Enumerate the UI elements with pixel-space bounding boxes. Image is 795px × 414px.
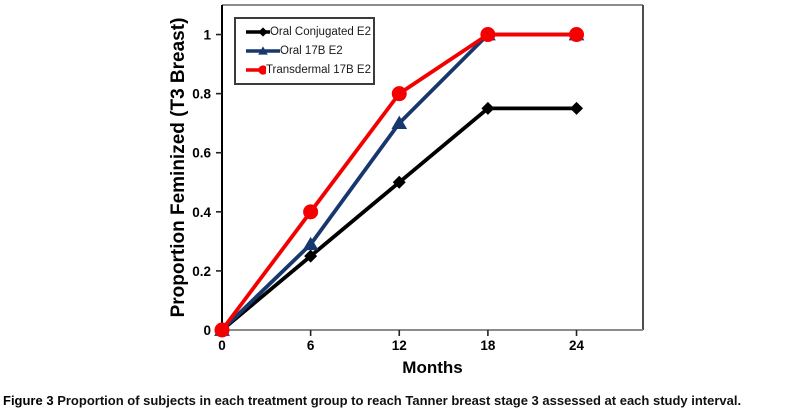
figure-caption-label: Figure 3 (3, 393, 54, 408)
legend-marker (258, 46, 268, 55)
legend-item: Transdermal 17B E2 (246, 63, 371, 77)
data-point-triangle (302, 236, 319, 251)
y-tick-label: 0 (203, 323, 211, 338)
legend-item: Oral 17B E2 (246, 44, 371, 58)
x-tick-label: 18 (480, 338, 496, 353)
data-point-diamond (304, 249, 318, 263)
data-point-circle (569, 27, 585, 43)
legend-sample-circle (246, 65, 266, 75)
legend-sample-diamond (246, 27, 270, 37)
data-point-circle (391, 86, 407, 102)
x-tick-label: 6 (307, 338, 315, 353)
figure-caption-text: Proportion of subjects in each treatment… (57, 393, 742, 408)
legend-sample-triangle (246, 46, 280, 55)
data-point-diamond (570, 101, 584, 115)
chart-legend: Oral Conjugated E2 Oral 17B E2 Transdermal… (234, 17, 375, 85)
x-tick-label: 24 (569, 338, 585, 353)
series-oral-conjugated-e2 (215, 101, 584, 337)
legend-label: Oral Conjugated E2 (269, 26, 371, 39)
legend-label: Oral 17B E2 (280, 44, 343, 57)
data-point-diamond (481, 101, 495, 115)
y-tick-label: 1 (203, 28, 211, 43)
legend-label: Transdermal 17B E2 (265, 63, 371, 76)
x-tick-label: 12 (392, 338, 407, 353)
data-point-triangle (391, 115, 408, 130)
figure-caption: Figure 3 Proportion of subjects in each … (3, 393, 793, 408)
legend-item: Oral Conjugated E2 (246, 25, 371, 39)
data-point-circle (214, 322, 230, 338)
data-point-circle (303, 204, 319, 220)
series-transdermal-17b-e2 (214, 27, 585, 338)
legend-marker (258, 27, 268, 37)
y-tick-label: 0.2 (192, 264, 211, 279)
series-line (220, 106, 579, 332)
x-tick-label: 0 (218, 338, 226, 353)
y-axis-title: Proportion Feminized (T3 Breast) (168, 17, 189, 318)
y-tick-label: 0.6 (192, 146, 211, 161)
data-point-diamond (392, 175, 406, 189)
data-point-circle (480, 27, 496, 43)
y-tick-label: 0.8 (192, 87, 211, 102)
y-tick-label: 0.4 (192, 205, 211, 220)
legend-marker (258, 65, 266, 75)
x-axis-title: Months (402, 358, 463, 377)
